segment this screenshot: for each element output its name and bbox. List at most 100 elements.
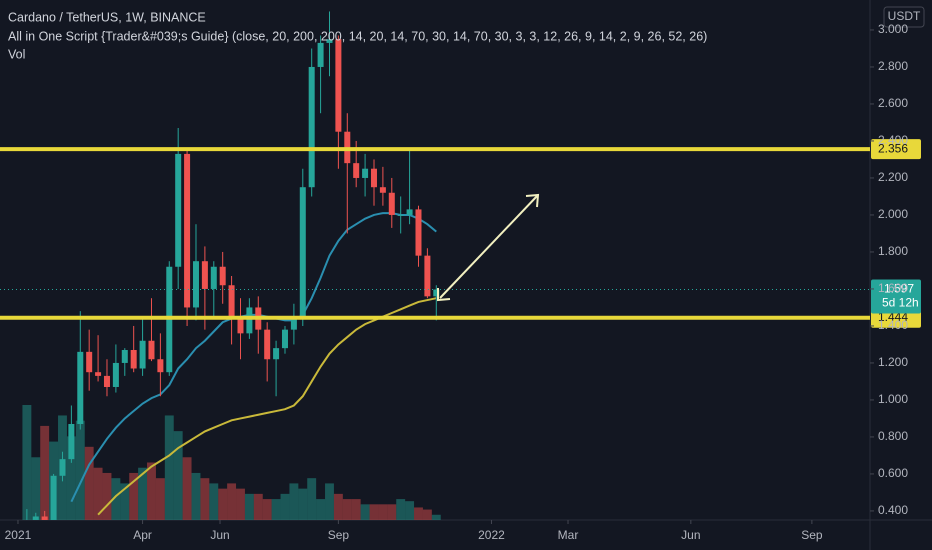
candle-body (112, 362, 119, 387)
volume-bar (22, 405, 32, 520)
volume-bar (111, 478, 121, 520)
candle-body (95, 372, 102, 376)
volume-bar (253, 493, 263, 520)
candle-body (237, 316, 244, 334)
countdown: 5d 12h (882, 296, 919, 310)
volume-bar (325, 483, 334, 520)
candle-body (388, 192, 395, 215)
volume-bar (164, 415, 174, 520)
x-tick-label: Apr (133, 528, 152, 542)
x-tick-label: Jun (681, 528, 700, 542)
volume-bar (431, 514, 441, 520)
arrow-tail (437, 288, 451, 302)
y-tick-label: 1.600 (878, 281, 908, 295)
volume-bar (236, 488, 245, 520)
candle-body (424, 255, 431, 297)
volume-bar (414, 507, 423, 520)
level-label-box (871, 139, 921, 160)
volume-bar (405, 501, 415, 520)
volume-bar (40, 425, 50, 520)
candle-body (192, 261, 199, 308)
arrow (439, 194, 539, 299)
y-tick-label: 2.000 (878, 207, 908, 221)
candle-body (121, 349, 128, 363)
volume-bar (369, 504, 379, 520)
volume-bar (333, 493, 343, 520)
volume-bar (396, 499, 406, 520)
volume-bar (191, 472, 201, 520)
candle-body (50, 475, 57, 520)
candle-body (308, 66, 315, 188)
y-tick-label: 1.000 (878, 392, 908, 406)
candle-body (299, 187, 306, 317)
candle-body (397, 214, 404, 216)
candle-body (77, 351, 84, 424)
candle-body (86, 351, 93, 373)
candle-body (290, 316, 297, 330)
candle-body (379, 187, 386, 193)
x-tick-label: 2022 (478, 528, 505, 542)
volume-bar (209, 483, 219, 520)
y-tick-label: 3.000 (878, 22, 908, 36)
volume-bar (75, 420, 85, 520)
volume-bar (271, 499, 281, 520)
candle-body (68, 423, 75, 460)
candle-body (32, 516, 39, 520)
volume-bar (147, 462, 156, 520)
y-tick-label: 1.200 (878, 355, 908, 369)
candle-body (175, 153, 182, 267)
moving-average (70, 212, 437, 503)
volume-bar (93, 467, 103, 520)
candle-body (362, 168, 369, 178)
volume-bar (31, 457, 41, 520)
x-tick-label: 2021 (5, 528, 32, 542)
volume-bar (173, 431, 183, 520)
candle-body (103, 375, 110, 387)
volume-bar (66, 436, 76, 520)
volume-bar (307, 478, 317, 520)
candle-body (139, 340, 146, 369)
candle-body (317, 42, 324, 67)
y-tick-label: 2.800 (878, 59, 908, 73)
candle-body (273, 348, 280, 360)
plot (22, 11, 441, 520)
candle-body (228, 285, 235, 317)
candle-body (370, 168, 377, 188)
candle-body (353, 163, 360, 178)
volume-bar (422, 509, 432, 520)
volume-bar (262, 499, 272, 520)
candle-body (157, 359, 164, 373)
x-tick-label: Jun (210, 528, 229, 542)
candle-body (148, 340, 155, 360)
candle-body (433, 289, 440, 297)
candle-body (335, 39, 342, 132)
y-tick-label: 2.200 (878, 170, 908, 184)
y-tick-label: 2.400 (878, 133, 908, 147)
y-tick-label: 1.400 (878, 318, 908, 332)
volume-bar (155, 478, 165, 520)
volume-bar (200, 478, 210, 520)
candle-body (184, 153, 191, 308)
volume-label: Vol (8, 47, 25, 61)
candle-body (41, 516, 48, 520)
last-price: 1.597 (884, 282, 914, 296)
x-tick-label: Sep (328, 528, 350, 542)
currency-box[interactable] (883, 6, 925, 28)
indicator: All in One Script {Trader&#039;s Guide} … (8, 29, 707, 43)
volume-bar (227, 483, 237, 520)
chart-title: Cardano / TetherUS, 1W, BINANCE (8, 10, 206, 24)
arrow-head (525, 193, 540, 208)
candle-body (326, 39, 333, 43)
y-tick-label: 2.600 (878, 96, 908, 110)
y-tick-label: 1.800 (878, 244, 908, 258)
candle-body (246, 307, 253, 334)
volume-bar (129, 472, 139, 520)
volume-bar (244, 493, 254, 520)
currency[interactable]: USDT (888, 9, 921, 23)
x-tick-label: Sep (801, 528, 823, 542)
volume-bar (342, 499, 352, 520)
candle-body (415, 209, 422, 256)
